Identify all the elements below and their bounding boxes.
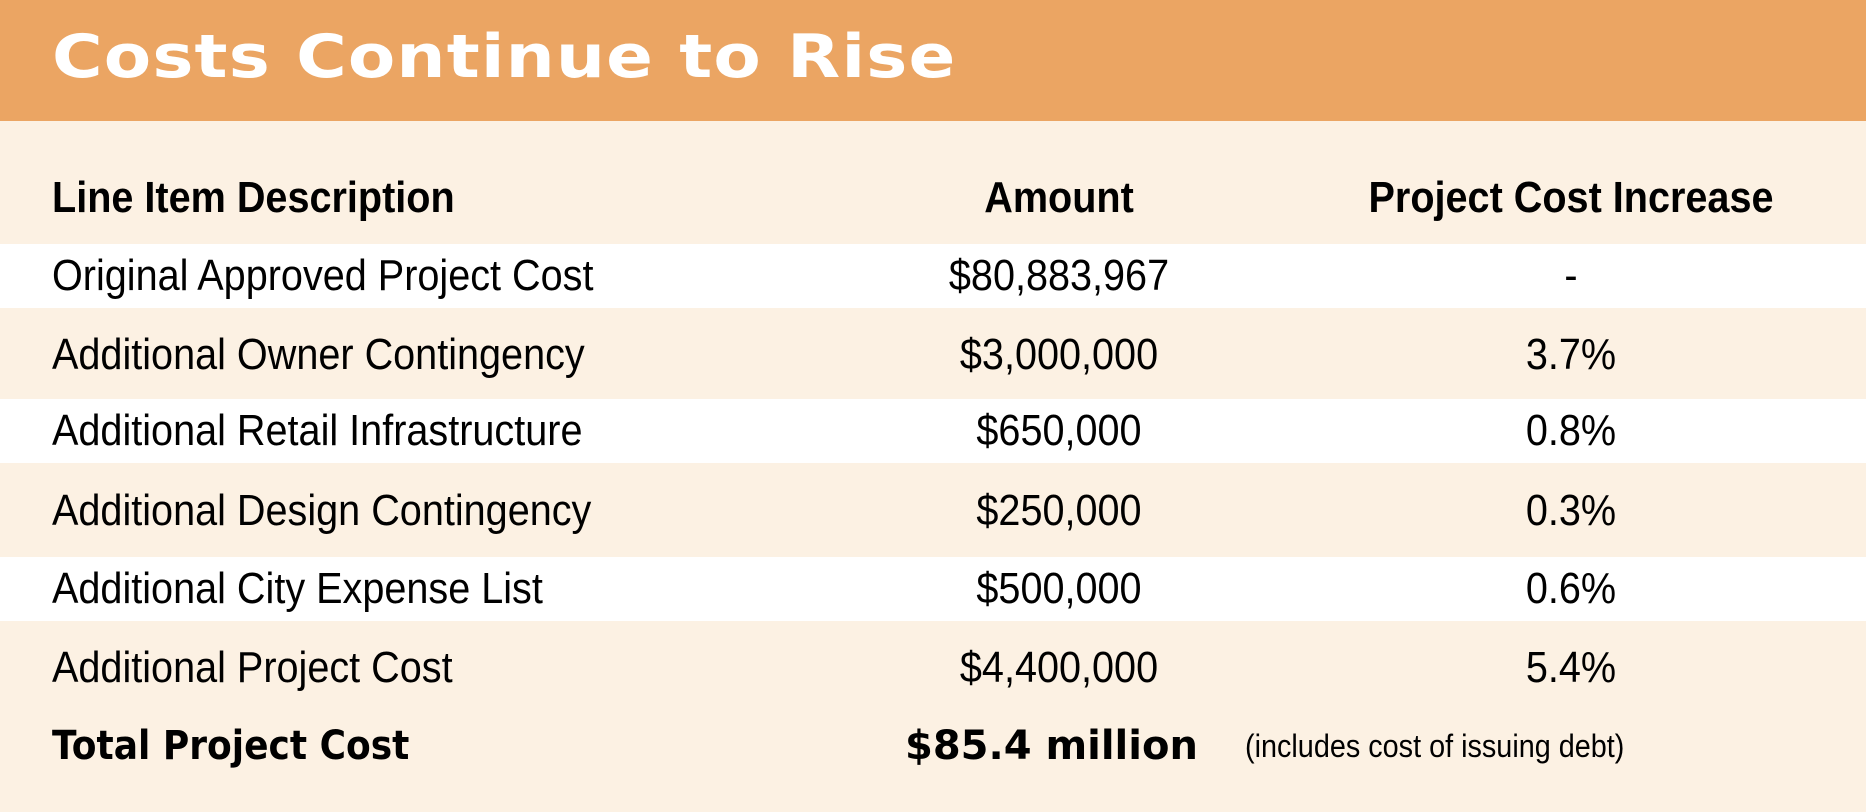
- row-increase: 0.3%: [1525, 486, 1617, 535]
- table-row: Additional Design Contingency $250,000 0…: [0, 481, 1866, 541]
- table-row: Additional Retail Infrastructure $650,00…: [0, 401, 1866, 461]
- row-amount: $250,000: [976, 486, 1142, 535]
- row-increase: 0.8%: [1525, 406, 1617, 455]
- column-header-amount: Amount: [984, 173, 1134, 222]
- table-row: Original Approved Project Cost $80,883,9…: [0, 246, 1866, 306]
- row-description: Additional Design Contingency: [52, 486, 592, 535]
- row-amount: $80,883,967: [948, 251, 1170, 300]
- row-amount: $3,000,000: [959, 330, 1159, 379]
- row-description: Additional Owner Contingency: [52, 330, 585, 379]
- table-row: Additional Owner Contingency $3,000,000 …: [0, 325, 1866, 385]
- total-label: Total Project Cost: [52, 723, 410, 769]
- row-stripe: [0, 557, 1866, 621]
- row-amount: $4,400,000: [959, 643, 1159, 692]
- row-stripe: [0, 244, 1866, 308]
- row-increase: 5.4%: [1525, 643, 1617, 692]
- row-stripe: [0, 399, 1866, 463]
- row-description: Additional City Expense List: [52, 564, 543, 613]
- total-row: Total Project Cost $85.4 million (includ…: [0, 716, 1866, 776]
- column-header-increase: Project Cost Increase: [1368, 173, 1774, 222]
- title-banner: Costs Continue to Rise: [0, 0, 1866, 121]
- table-row: Additional City Expense List $500,000 0.…: [0, 559, 1866, 619]
- total-note: (includes cost of issuing debt): [1245, 728, 1625, 764]
- row-description: Additional Project Cost: [52, 643, 453, 692]
- page-title: Costs Continue to Rise: [52, 22, 957, 92]
- row-amount: $650,000: [976, 406, 1142, 455]
- total-amount: $85.4 million: [905, 723, 1198, 769]
- row-amount: $500,000: [976, 564, 1142, 613]
- row-increase: 3.7%: [1525, 330, 1617, 379]
- table-row: Additional Project Cost $4,400,000 5.4%: [0, 638, 1866, 698]
- row-increase: -: [1564, 251, 1578, 300]
- row-description: Additional Retail Infrastructure: [52, 406, 583, 455]
- row-description: Original Approved Project Cost: [52, 251, 594, 300]
- column-header-description: Line Item Description: [52, 173, 455, 222]
- table-header: Line Item Description Amount Project Cos…: [0, 168, 1866, 228]
- row-increase: 0.6%: [1525, 564, 1617, 613]
